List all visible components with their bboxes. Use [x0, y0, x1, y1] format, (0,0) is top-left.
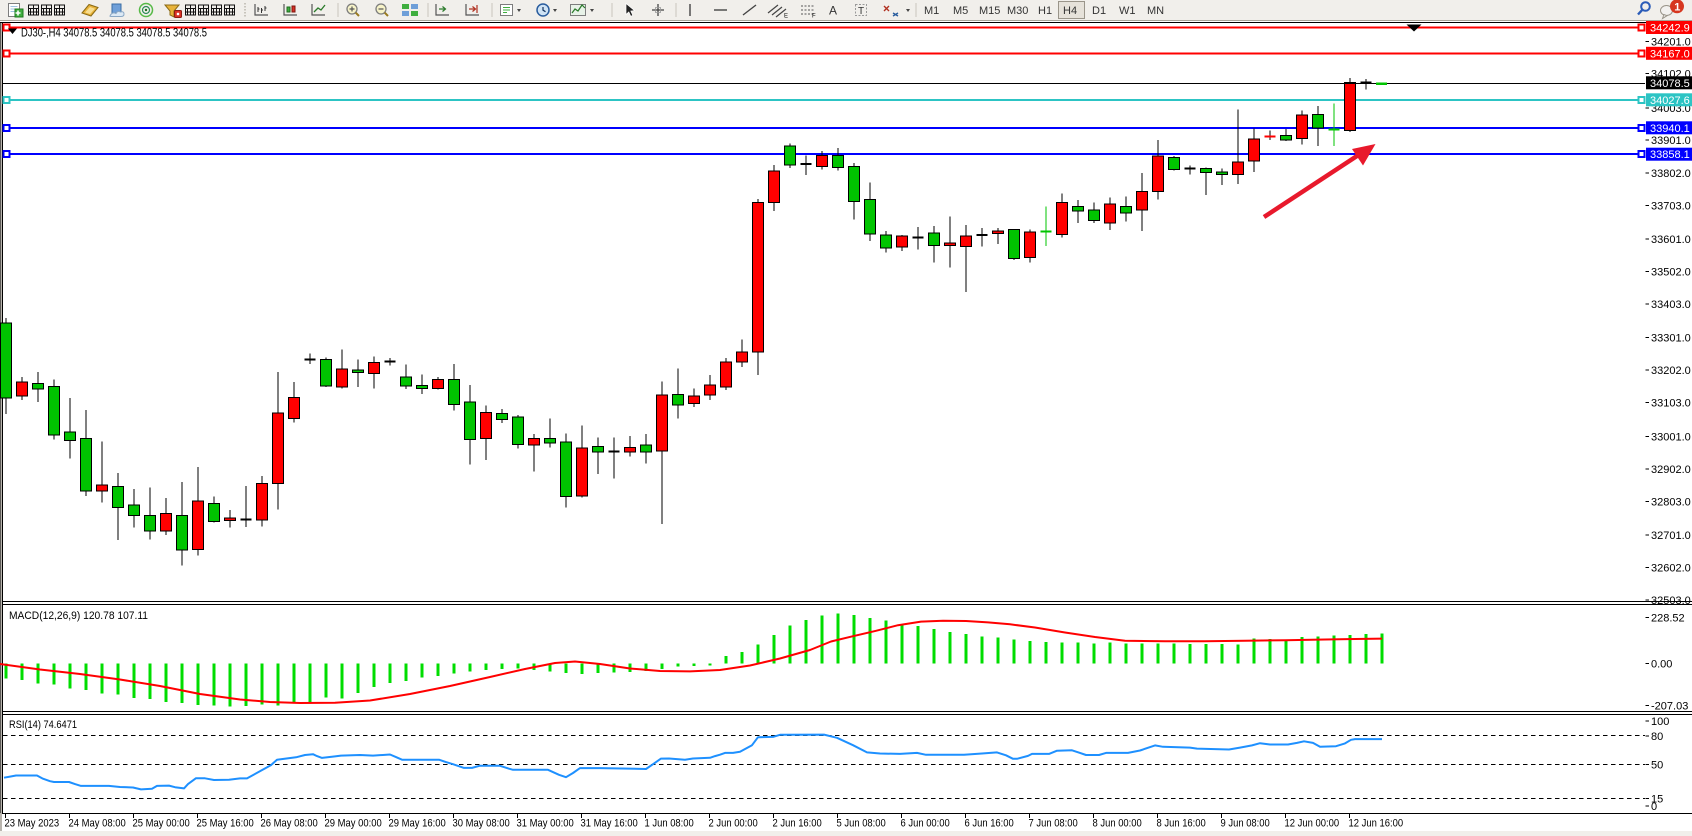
- svg-text:33601.0: 33601.0: [1651, 234, 1691, 246]
- svg-text:-207.03: -207.03: [1651, 701, 1688, 713]
- svg-text:1: 1: [1674, 2, 1680, 14]
- svg-text:2 Jun 16:00: 2 Jun 16:00: [773, 818, 822, 830]
- svg-text:34167.0: 34167.0: [1650, 48, 1690, 60]
- svg-text:25 May 00:00: 25 May 00:00: [133, 818, 190, 830]
- svg-text:8 Jun 16:00: 8 Jun 16:00: [1157, 818, 1206, 830]
- svg-text:32902.0: 32902.0: [1651, 464, 1691, 476]
- svg-text:M15: M15: [979, 5, 1000, 17]
- svg-text:228.52: 228.52: [1651, 613, 1685, 625]
- svg-text:100: 100: [1651, 716, 1669, 728]
- svg-text:H4: H4: [1063, 5, 1077, 17]
- svg-text:33940.1: 33940.1: [1650, 123, 1690, 135]
- svg-text:DJ30-,H4 34078.5 34078.5 3407: DJ30-,H4 34078.5 34078.5 34078.5 34078.5: [21, 28, 207, 40]
- svg-text:30 May 08:00: 30 May 08:00: [453, 818, 510, 830]
- svg-text:29 May 16:00: 29 May 16:00: [389, 818, 446, 830]
- svg-text:80: 80: [1651, 731, 1663, 743]
- svg-text:7 Jun 08:00: 7 Jun 08:00: [1029, 818, 1078, 830]
- svg-text:6 Jun 00:00: 6 Jun 00:00: [901, 818, 950, 830]
- svg-text:5 Jun 08:00: 5 Jun 08:00: [837, 818, 886, 830]
- svg-text:29 May 00:00: 29 May 00:00: [325, 818, 382, 830]
- svg-text:M30: M30: [1007, 5, 1028, 17]
- svg-text:33403.0: 33403.0: [1651, 299, 1691, 311]
- svg-text:M5: M5: [953, 5, 968, 17]
- svg-text:33901.0: 33901.0: [1651, 135, 1691, 147]
- svg-text:33703.0: 33703.0: [1651, 200, 1691, 212]
- svg-text:33103.0: 33103.0: [1651, 398, 1691, 410]
- svg-text:W1: W1: [1119, 5, 1136, 17]
- svg-text:E: E: [784, 14, 788, 20]
- svg-text:12 Jun 00:00: 12 Jun 00:00: [1285, 818, 1340, 830]
- svg-text:D1: D1: [1092, 5, 1106, 17]
- svg-text:12 Jun 16:00: 12 Jun 16:00: [1349, 818, 1404, 830]
- svg-text:33502.0: 33502.0: [1651, 267, 1691, 279]
- svg-text:9 Jun 08:00: 9 Jun 08:00: [1221, 818, 1270, 830]
- svg-text:34242.9: 34242.9: [1650, 23, 1690, 35]
- svg-text:50: 50: [1651, 760, 1663, 772]
- svg-text:A: A: [829, 4, 837, 18]
- svg-text:26 May 08:00: 26 May 08:00: [261, 818, 318, 830]
- svg-text:6 Jun 16:00: 6 Jun 16:00: [965, 818, 1014, 830]
- svg-text:32602.0: 32602.0: [1651, 563, 1691, 575]
- svg-text:M1: M1: [924, 5, 939, 17]
- svg-text:MACD(12,26,9) 120.78 107.11: MACD(12,26,9) 120.78 107.11: [9, 610, 148, 622]
- svg-text:24 May 08:00: 24 May 08:00: [69, 818, 126, 830]
- svg-text:1 Jun 08:00: 1 Jun 08:00: [645, 818, 694, 830]
- svg-text:32701.0: 32701.0: [1651, 530, 1691, 542]
- svg-text:0.00: 0.00: [1651, 659, 1672, 671]
- svg-text:T: T: [858, 6, 864, 17]
- svg-text:0: 0: [1651, 801, 1657, 813]
- svg-text:32803.0: 32803.0: [1651, 496, 1691, 508]
- svg-text:33202.0: 33202.0: [1651, 365, 1691, 377]
- svg-text:34201.0: 34201.0: [1651, 37, 1691, 49]
- svg-text:33001.0: 33001.0: [1651, 431, 1691, 443]
- svg-text:MN: MN: [1147, 5, 1164, 17]
- svg-text:31 May 00:00: 31 May 00:00: [517, 818, 574, 830]
- svg-text:34078.5: 34078.5: [1650, 78, 1690, 90]
- svg-text:F: F: [812, 14, 816, 20]
- svg-text:2 Jun 00:00: 2 Jun 00:00: [709, 818, 758, 830]
- svg-text:32503.0: 32503.0: [1651, 595, 1691, 607]
- svg-text:25 May 16:00: 25 May 16:00: [197, 818, 254, 830]
- svg-text:15: 15: [1651, 794, 1663, 806]
- svg-text:33802.0: 33802.0: [1651, 168, 1691, 180]
- svg-text:34027.6: 34027.6: [1650, 95, 1690, 107]
- svg-text:8 Jun 00:00: 8 Jun 00:00: [1093, 818, 1142, 830]
- svg-text:33858.1: 33858.1: [1650, 149, 1690, 161]
- svg-text:RSI(14) 74.6471: RSI(14) 74.6471: [9, 719, 77, 731]
- svg-text:23 May 2023: 23 May 2023: [5, 818, 60, 830]
- svg-text:31 May 16:00: 31 May 16:00: [581, 818, 638, 830]
- svg-text:H1: H1: [1038, 5, 1052, 17]
- svg-text:33301.0: 33301.0: [1651, 333, 1691, 345]
